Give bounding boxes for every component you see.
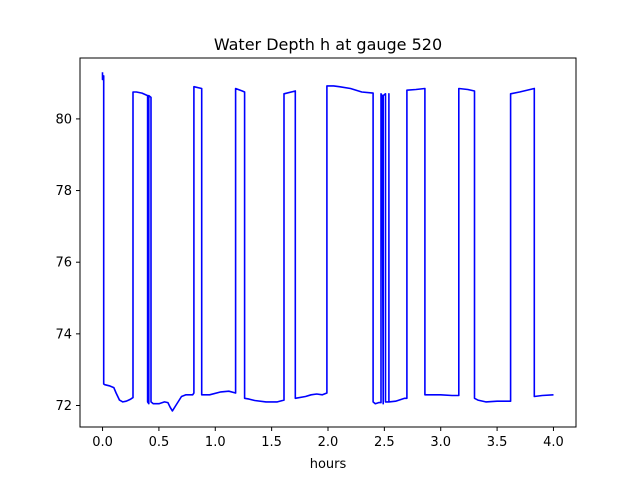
x-tick-label: 4.0 — [543, 435, 564, 450]
y-tick-label: 78 — [55, 184, 72, 199]
x-tick-label: 0.5 — [149, 435, 170, 450]
x-tick-label: 0.0 — [92, 435, 113, 450]
y-tick-label: 72 — [55, 399, 72, 414]
y-tick-label: 76 — [55, 256, 72, 271]
x-tick-label: 2.5 — [374, 435, 395, 450]
x-tick-label: 1.5 — [261, 435, 282, 450]
x-tick-label: 3.0 — [430, 435, 451, 450]
x-tick-label: 3.5 — [487, 435, 508, 450]
y-axis: 72 74 76 78 80 — [55, 112, 80, 414]
series-line-0 — [101, 72, 554, 412]
x-axis: 0.0 0.5 1.0 1.5 2.0 2.5 3.0 3.5 4.0 — [92, 427, 564, 450]
y-tick-label: 74 — [55, 327, 72, 342]
x-tick-label: 1.0 — [205, 435, 226, 450]
plot-area — [101, 72, 554, 412]
chart-title: Water Depth h at gauge 520 — [214, 35, 442, 54]
y-tick-label: 80 — [55, 112, 72, 127]
x-tick-label: 2.0 — [318, 435, 339, 450]
plot-frame — [79, 57, 577, 428]
x-axis-label: hours — [310, 457, 347, 472]
